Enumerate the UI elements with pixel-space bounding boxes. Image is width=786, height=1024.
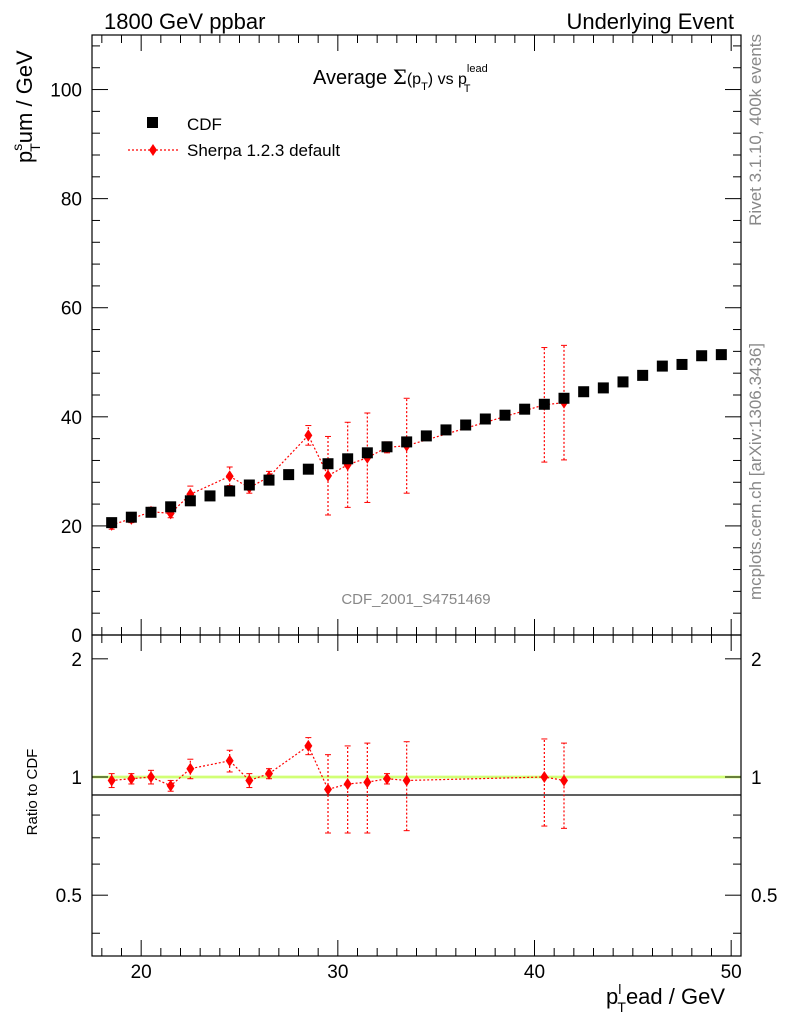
ratio-axis-ticks — [92, 635, 741, 956]
cdf-point — [538, 398, 550, 410]
cdf-point — [676, 358, 688, 370]
cdf-point — [224, 485, 236, 497]
ratio-ytick-label: 2 — [71, 650, 82, 671]
xtick-label: 30 — [327, 962, 348, 983]
ratio-sherpa-point — [265, 767, 273, 780]
legend-label-sherpa: Sherpa 1.2.3 default — [187, 141, 340, 160]
ratio-sherpa-point — [304, 739, 313, 752]
ratio-sherpa-point — [540, 771, 549, 784]
main-ytick-label: 0 — [71, 626, 82, 647]
main-cdf-series — [106, 349, 727, 529]
cdf-point — [401, 436, 413, 448]
main-axis-ticks — [92, 35, 741, 636]
ratio-sherpa-point — [363, 776, 372, 789]
ratio-sherpa-point — [343, 777, 352, 790]
ratio-sherpa-point — [324, 783, 332, 796]
ratio-sherpa-point — [127, 772, 136, 785]
ratio-sherpa-point — [225, 754, 234, 767]
cdf-point — [204, 490, 216, 502]
ratio-sherpa-point — [560, 774, 568, 787]
ratio-ytick-label-right: 2 — [751, 650, 762, 671]
cdf-point — [381, 441, 393, 453]
mcplots-label: mcplots.cern.ch [arXiv:1306.3436] — [746, 343, 765, 600]
cdf-point — [558, 392, 570, 404]
main-ytick-label: 20 — [61, 517, 82, 538]
chart-title: Average Σ(pT) vs plead T — [313, 63, 488, 95]
cdf-point — [263, 474, 275, 486]
main-sherpa-series — [107, 344, 568, 531]
cdf-point — [519, 403, 531, 415]
cdf-point — [302, 463, 314, 475]
cdf-point — [420, 430, 432, 442]
ratio-ytick-label-right: 1 — [751, 768, 762, 789]
cdf-point — [696, 350, 708, 362]
cdf-point — [361, 447, 373, 459]
cdf-point — [597, 382, 609, 394]
xtick-labels: 20 30 40 50 — [131, 962, 742, 983]
cdf-point — [125, 511, 137, 523]
ratio-uncertainty-band — [92, 775, 741, 779]
main-ytick-labels: 0 20 40 60 80 100 — [50, 81, 82, 647]
ratio-sherpa-point — [402, 774, 411, 787]
legend-marker-sherpa — [149, 144, 157, 156]
header-left: 1800 GeV ppbar — [104, 9, 265, 34]
xtick-label: 40 — [524, 962, 545, 983]
cdf-point — [578, 386, 590, 398]
xlabel: pl Tead / GeV — [606, 981, 725, 1015]
cdf-point — [440, 424, 452, 436]
xtick-label: 50 — [721, 962, 742, 983]
legend: CDF Sherpa 1.2.3 default — [128, 115, 340, 160]
main-ytick-label: 40 — [61, 408, 82, 429]
ratio-sherpa-point — [245, 774, 254, 787]
cdf-point — [165, 501, 177, 513]
main-ytick-label: 100 — [50, 81, 82, 102]
ratio-sherpa-line — [111, 745, 565, 791]
ratio-ytick-label: 0.5 — [56, 886, 82, 907]
ratio-sherpa-series — [107, 737, 568, 834]
sherpa-point — [304, 429, 313, 442]
sherpa-line — [111, 402, 565, 526]
ratio-sherpa-point — [147, 771, 155, 784]
cdf-point — [637, 369, 649, 381]
cdf-point — [243, 479, 255, 491]
sherpa-point — [225, 470, 234, 483]
cdf-point — [617, 376, 629, 388]
cdf-point — [106, 517, 118, 529]
cdf-point — [283, 469, 295, 481]
legend-label-cdf: CDF — [187, 115, 222, 134]
cdf-point — [322, 458, 334, 470]
header-right: Underlying Event — [566, 9, 734, 34]
ratio-ytick-label: 1 — [71, 768, 82, 789]
ratio-band — [92, 775, 741, 779]
ratio-sherpa-point — [166, 779, 175, 792]
sherpa-point — [324, 469, 332, 482]
ratio-ylabel: Ratio to CDF — [24, 749, 41, 836]
cdf-point — [184, 495, 196, 507]
main-ytick-label: 60 — [61, 299, 82, 320]
cdf-point — [460, 419, 472, 431]
ratio-ytick-label-right: 0.5 — [751, 886, 777, 907]
xtick-label: 20 — [131, 962, 152, 983]
rivet-label: Rivet 3.1.10, 400k events — [746, 34, 765, 226]
legend-marker-cdf — [147, 117, 158, 128]
ratio-sherpa-point — [186, 762, 195, 775]
ratio-sherpa-point — [383, 772, 391, 785]
main-ylabel: ps Tum / GeV — [9, 50, 43, 163]
cdf-point — [656, 360, 668, 372]
main-ytick-label: 80 — [61, 190, 82, 211]
cdf-point — [145, 506, 157, 518]
cdf-point — [342, 453, 354, 465]
ratio-sherpa-point — [107, 774, 116, 787]
cdf-point — [499, 409, 511, 421]
ratio-ytick-labels: 0.5 0.5 1 1 2 2 — [56, 650, 778, 907]
cdf-point — [715, 349, 727, 361]
cdf-point — [479, 413, 491, 425]
analysis-tag: CDF_2001_S4751469 — [341, 591, 490, 608]
